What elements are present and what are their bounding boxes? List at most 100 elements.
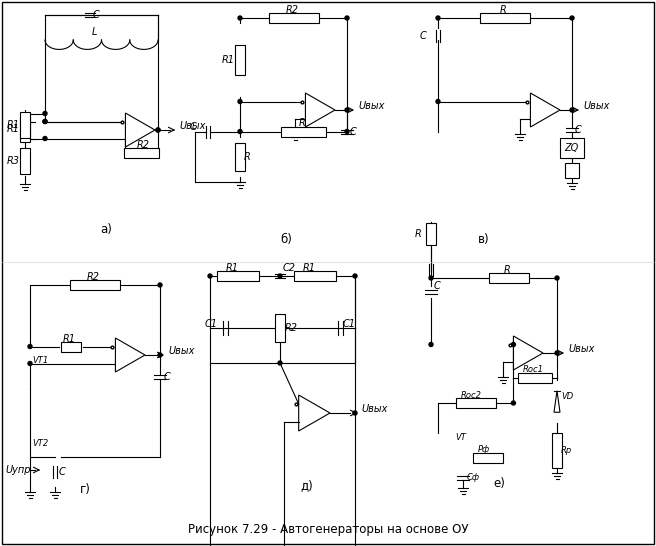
Text: Roc2: Roc2 [461,390,482,400]
Bar [124,147,159,157]
Text: VT2: VT2 [32,438,49,448]
Text: R1: R1 [222,55,235,65]
Circle shape [156,128,160,132]
Text: VT: VT [455,434,466,442]
Bar [70,280,120,290]
Circle shape [43,111,47,116]
Circle shape [429,276,433,280]
Circle shape [570,16,574,20]
Bar [456,398,496,408]
Text: C: C [59,467,66,477]
Circle shape [156,128,160,132]
Circle shape [555,351,559,355]
Text: R: R [500,5,506,15]
Circle shape [555,276,559,280]
Text: C: C [93,10,100,20]
Circle shape [158,283,162,287]
Text: C: C [434,281,441,291]
Text: Uвых: Uвых [583,101,609,111]
Text: C1: C1 [343,319,356,329]
Circle shape [429,342,433,347]
Text: е): е) [493,477,505,490]
Circle shape [43,136,47,140]
Text: R1: R1 [303,263,316,273]
Bar [552,433,562,468]
Bar [235,45,245,75]
Bar [480,13,530,23]
Text: Uупр: Uупр [5,465,30,475]
Circle shape [512,342,516,347]
Bar [426,223,436,245]
Text: R: R [244,151,251,162]
Text: Рисунок 7.29 - Автогенераторы на основе ОУ: Рисунок 7.29 - Автогенераторы на основе … [188,524,468,537]
Text: R2: R2 [136,139,150,150]
Circle shape [208,274,212,278]
Text: R2: R2 [285,323,298,333]
Text: R1: R1 [226,263,239,273]
Bar [275,314,285,342]
Circle shape [43,120,47,123]
Bar [61,341,81,352]
Bar [281,127,326,136]
Text: в): в) [478,234,489,246]
Bar [235,143,245,170]
Text: а): а) [100,223,112,236]
Text: Rp: Rp [561,446,572,455]
Circle shape [512,401,516,405]
Text: VT1: VT1 [32,356,49,365]
Circle shape [436,99,440,104]
Text: Uвых: Uвых [168,346,194,356]
Circle shape [353,411,357,415]
Circle shape [238,16,242,20]
Bar [268,13,319,23]
Text: R3: R3 [7,156,20,166]
Text: C: C [420,31,427,41]
Text: Uвых: Uвых [361,404,388,414]
Text: R1: R1 [7,124,20,134]
Text: R2: R2 [285,5,298,15]
Circle shape [353,274,357,278]
Bar [294,271,336,281]
Text: C1: C1 [205,319,218,329]
Text: R1: R1 [63,334,76,343]
Text: R: R [504,265,511,275]
Text: R1: R1 [7,120,20,130]
Circle shape [570,108,574,112]
Text: R: R [298,118,305,128]
Text: C: C [350,127,357,137]
Text: C: C [190,122,197,133]
Text: L: L [91,27,97,37]
Text: C: C [575,125,582,135]
Bar [560,138,584,158]
Bar [20,112,30,138]
Circle shape [345,16,349,20]
Bar [20,116,30,141]
Bar [565,163,579,178]
Text: ZQ: ZQ [564,143,578,153]
Bar [473,453,503,463]
Circle shape [43,120,47,123]
Text: C2: C2 [283,263,296,273]
Circle shape [345,108,349,112]
Circle shape [345,129,349,134]
Text: Сф: Сф [467,473,480,483]
Text: R: R [415,229,422,239]
Text: Uвых: Uвых [358,101,384,111]
Text: г): г) [80,484,91,496]
Circle shape [28,361,32,365]
Circle shape [278,361,282,365]
Circle shape [436,16,440,20]
Text: C: C [164,372,171,382]
Circle shape [28,345,32,348]
Text: VD: VD [561,392,573,401]
Text: Uвых: Uвых [568,344,594,354]
Circle shape [278,274,282,278]
Text: б): б) [280,234,292,246]
Bar [20,148,30,174]
Bar [489,273,529,283]
Text: Рф: Рф [478,446,490,454]
Circle shape [158,353,162,357]
Text: Roc1: Roc1 [523,365,544,375]
Text: Uвых: Uвых [179,121,205,131]
Circle shape [238,99,242,104]
